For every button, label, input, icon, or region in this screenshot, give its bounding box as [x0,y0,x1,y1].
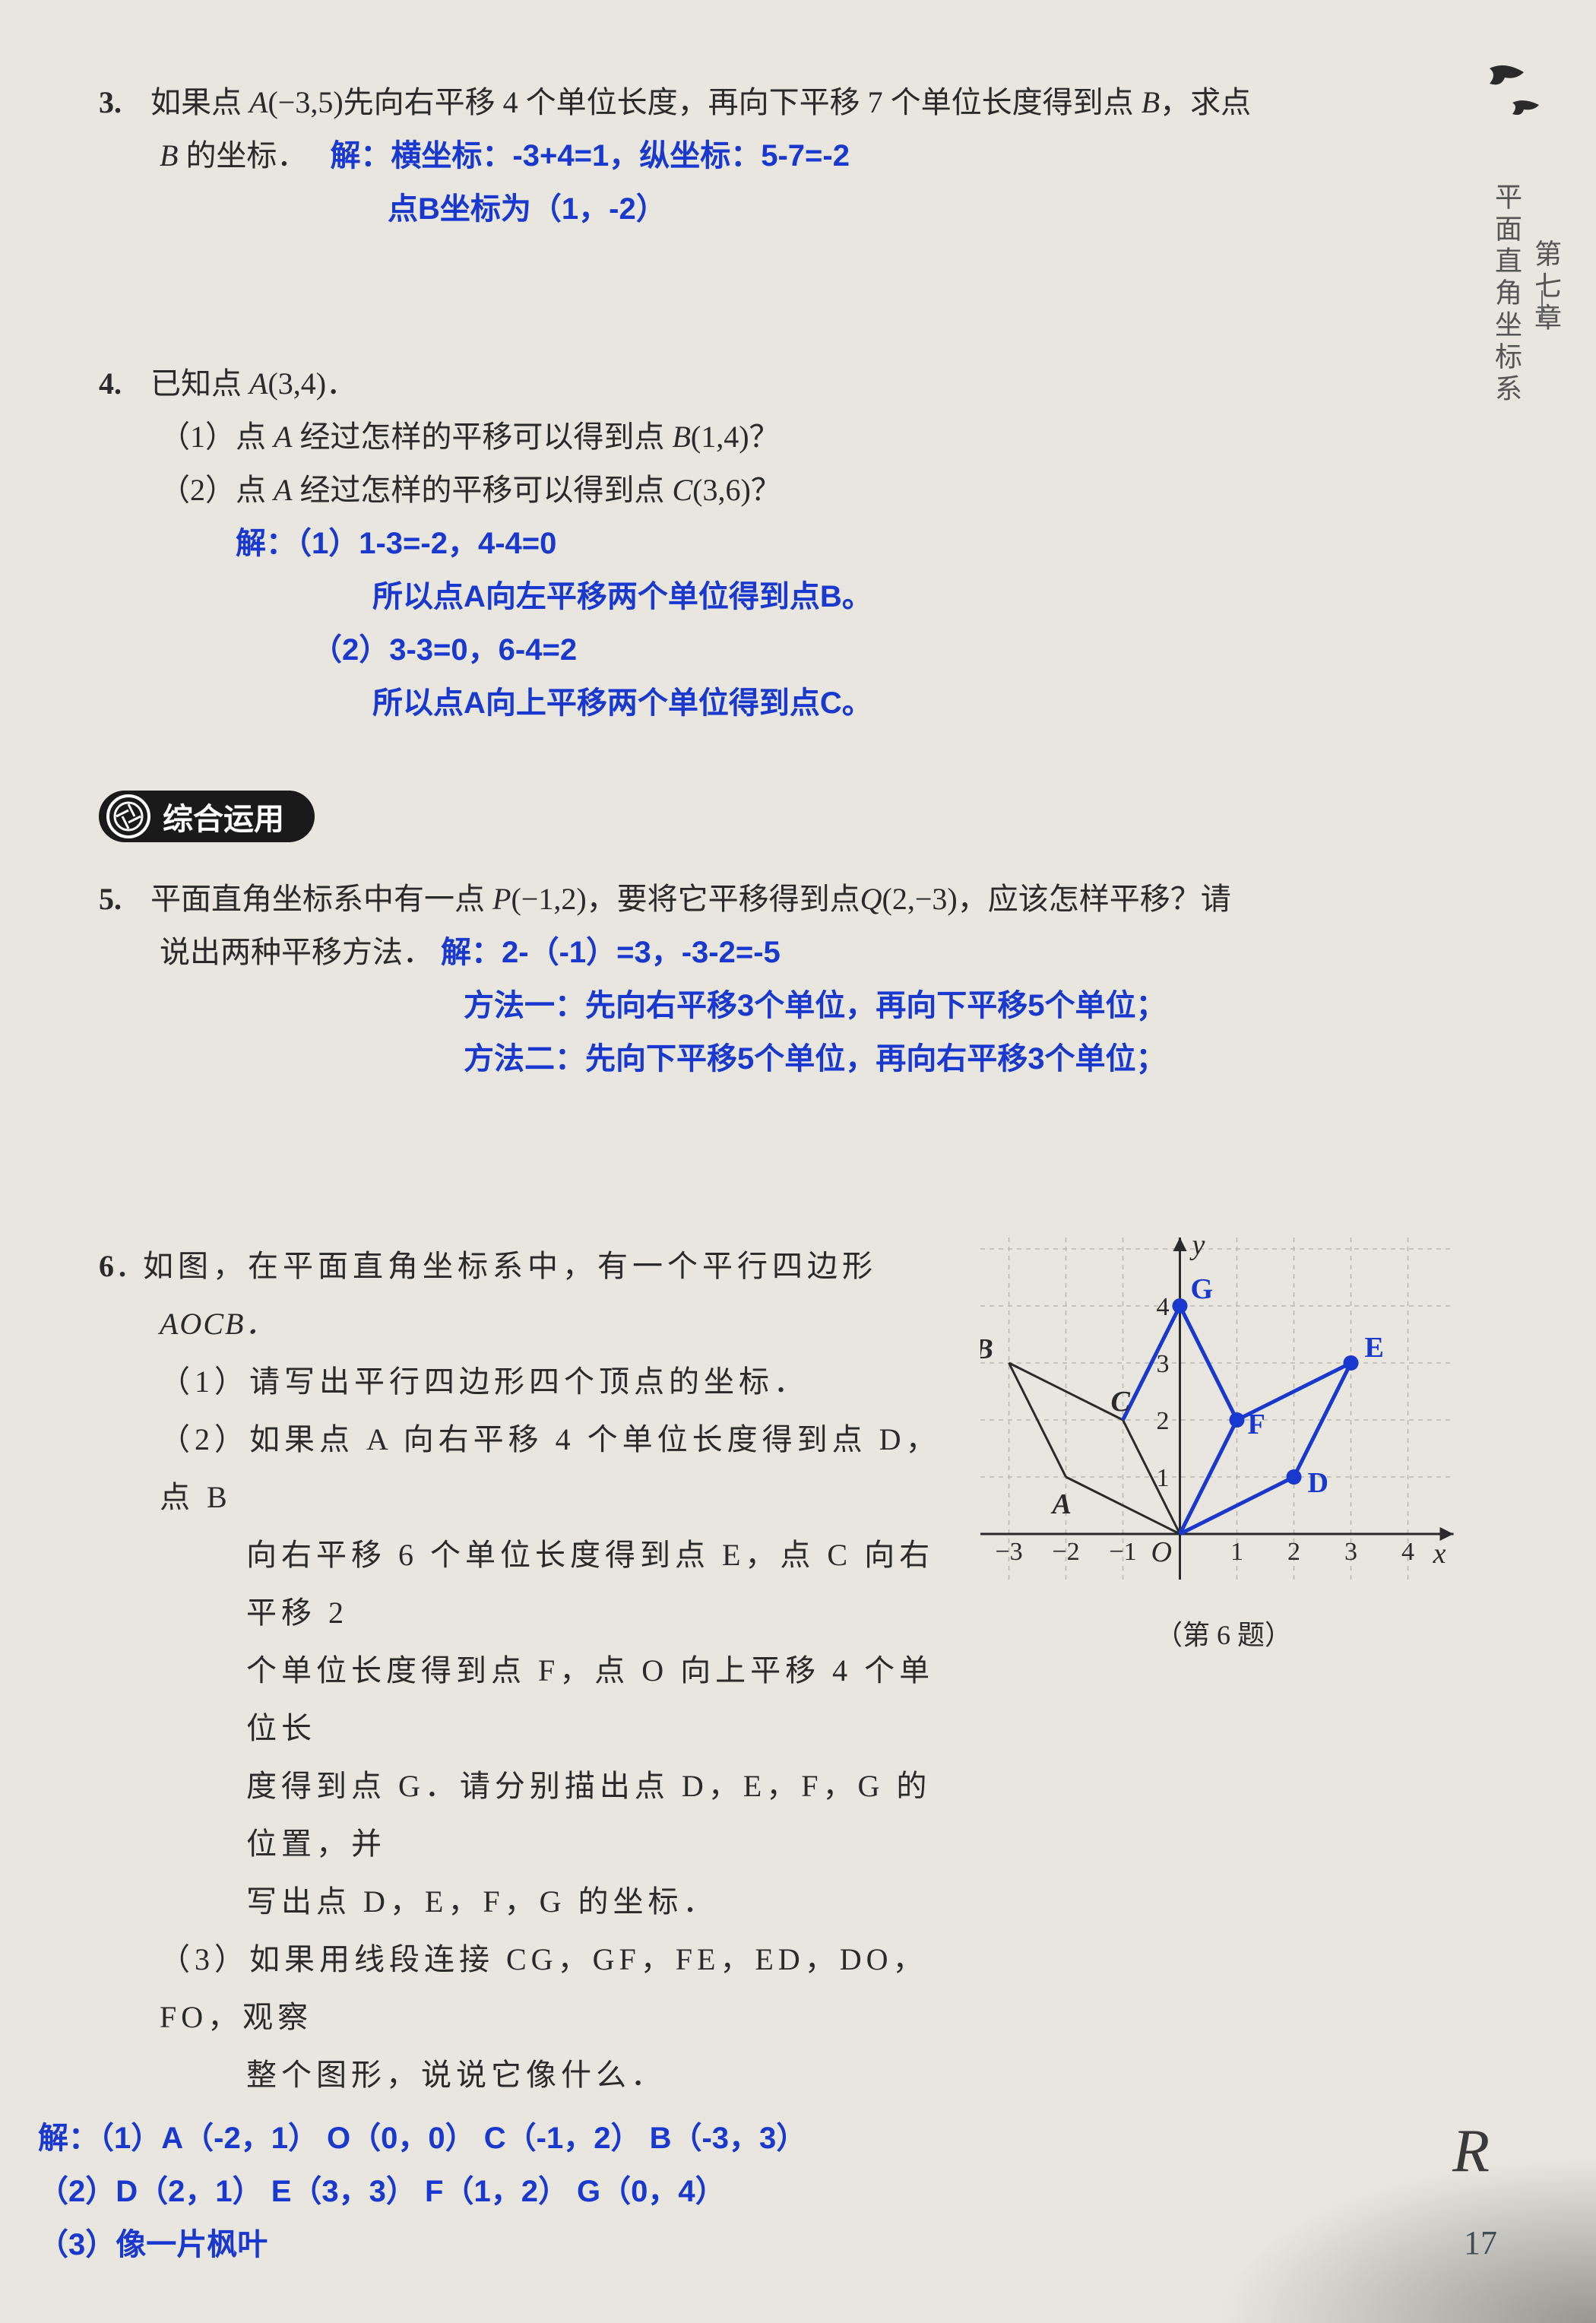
svg-text:F: F [1248,1409,1265,1440]
chart-caption: （第 6 题） [980,1612,1467,1659]
q4-p2c: (3,6)？ [692,473,781,507]
svg-text:4: 4 [1157,1293,1170,1321]
q3-text-b: (−3,5)先向右平移 4 个单位长度，再向下平移 7 个单位长度得到点 [268,85,1141,119]
q3-text-d: 的坐标． [178,138,307,173]
q4-C: C [672,473,692,507]
svg-text:−3: −3 [995,1538,1022,1566]
svg-text:−1: −1 [1109,1538,1136,1566]
svg-text:3: 3 [1157,1350,1170,1378]
q6-p2a: （2）如果点 A 向右平移 4 个单位长度得到点 D，点 B [99,1411,950,1526]
q6-p2c: 个单位长度得到点 F，点 O 向上平移 4 个单位长 [99,1642,950,1757]
side-tab-top: 第七章 [1526,182,1566,392]
q5-num: 5. [99,873,143,926]
svg-text:1: 1 [1157,1464,1170,1492]
svg-text:A: A [1051,1488,1072,1520]
q6-p3b: 整个图形，说说它像什么． [99,2046,950,2104]
q4-ans4: 所以点A向上平移两个单位得到点C。 [99,677,1512,730]
q4-A3: A [274,473,292,507]
q4-num: 4. [99,357,143,410]
svg-text:4: 4 [1401,1538,1414,1566]
q4-p1c: (1,4)？ [691,420,780,454]
q4-A2: A [274,420,292,454]
q4-p1b: 经过怎样的平移可以得到点 [292,420,672,454]
question-3: 3. 如果点 A(−3,5)先向右平移 4 个单位长度，再向下平移 7 个单位长… [99,76,1512,236]
q4-p2b: 经过怎样的平移可以得到点 [292,473,672,507]
q5-ans3: 方法二：先向下平移5个单位，再向右平移3个单位； [99,1032,1512,1085]
q3-ans2: 点B坐标为（1，-2） [99,182,1512,236]
svg-text:C: C [1111,1386,1131,1418]
side-divider [1541,290,1543,321]
q3-text-c: ，求点 [1160,85,1251,119]
section-badge-label: 综合运用 [163,794,284,838]
side-tab-bottom: 平面直角坐标系 [1487,182,1526,406]
q6-p1: （1）请写出平行四边形四个顶点的坐标． [99,1353,950,1411]
q4-p2a: （2）点 [160,473,274,507]
q6-p2e: 写出点 D，E，F，G 的坐标． [99,1873,950,1931]
svg-text:E: E [1365,1332,1384,1364]
q6-p2d: 度得到点 G．请分别描出点 D，E，F，G 的位置，并 [99,1757,950,1873]
q4-text-a: 已知点 [150,366,249,401]
q4-ans2: 所以点A向左平移两个单位得到点B。 [99,570,1512,623]
svg-text:2: 2 [1287,1538,1300,1566]
question-5: 5. 平面直角坐标系中有一点 P(−1,2)，要将它平移得到点Q(2,−3)，应… [99,873,1512,1085]
q5-text-b: 说出两种平移方法． [160,935,433,969]
q6-p3a: （3）如果用线段连接 CG，GF，FE，ED，DO，FO，观察 [99,1931,950,2046]
q4-B: B [672,420,690,454]
question-6: 6.如图，在平面直角坐标系中，有一个平行四边形 AOCB． （1）请写出平行四边… [99,1238,1512,2271]
svg-text:G: G [1191,1273,1214,1305]
aperture-icon [106,794,150,838]
q3-B: B [1142,85,1160,119]
q6-line1a: 如图，在平面直角坐标系中，有一个平行四边形 [143,1249,877,1283]
side-chapter-tab: 第七章 平面直角坐标系 [1520,182,1566,406]
q4-ans3: （2）3-3=0，6-4=2 [99,623,1512,677]
svg-text:O: O [1151,1536,1172,1568]
svg-text:x: x [1433,1538,1446,1570]
q4-A: A [249,366,268,401]
coordinate-chart: −3 −2 −1 1 2 3 4 1 2 3 4 A B C O D E F Gx y [980,1238,1454,1580]
svg-text:B: B [980,1333,993,1365]
q3-A: A [249,85,268,119]
shadow-corner [1216,2156,1596,2323]
q6-line1b: AOCB． [99,1295,950,1353]
q5-text-a: 平面直角坐标系中有一点 [150,882,492,916]
q3-B2: B [160,138,178,173]
question-4: 4. 已知点 A(3,4)． （1）点 A 经过怎样的平移可以得到点 B(1,4… [99,357,1512,730]
q3-ans1: 解：横坐标：-3+4=1，纵坐标：5-7=-2 [330,139,850,173]
q4-p1a: （1）点 [160,420,274,454]
q5-P: P [492,882,511,916]
q5-coord-p: (−1,2)，要将它平移得到点 [511,882,860,916]
svg-text:2: 2 [1157,1407,1170,1435]
q6-num: 6. [99,1238,143,1295]
svg-text:y: y [1189,1238,1205,1261]
q6-p2b: 向右平移 6 个单位长度得到点 E，点 C 向右平移 2 [99,1526,950,1642]
q3-num: 3. [99,76,143,129]
q5-ans2: 方法一：先向右平移3个单位，再向下平移5个单位； [99,979,1512,1032]
section-badge: 综合运用 [99,791,315,842]
q4-coord: (3,4)． [268,366,356,401]
bird-icon [1398,53,1550,160]
q5-coord-q: (2,−3)，应该怎样平移？请 [882,882,1231,916]
q4-ans1: 解：（1）1-3=-2，4-4=0 [99,517,1512,570]
q3-text-a: 如果点 [150,85,249,119]
svg-text:3: 3 [1344,1538,1357,1566]
svg-text:D: D [1308,1467,1328,1499]
q5-ans1: 解：2-（-1）=3，-3-2=-5 [441,936,781,969]
svg-text:−2: −2 [1052,1538,1079,1566]
svg-text:1: 1 [1230,1538,1243,1566]
q5-Q: Q [860,882,882,916]
